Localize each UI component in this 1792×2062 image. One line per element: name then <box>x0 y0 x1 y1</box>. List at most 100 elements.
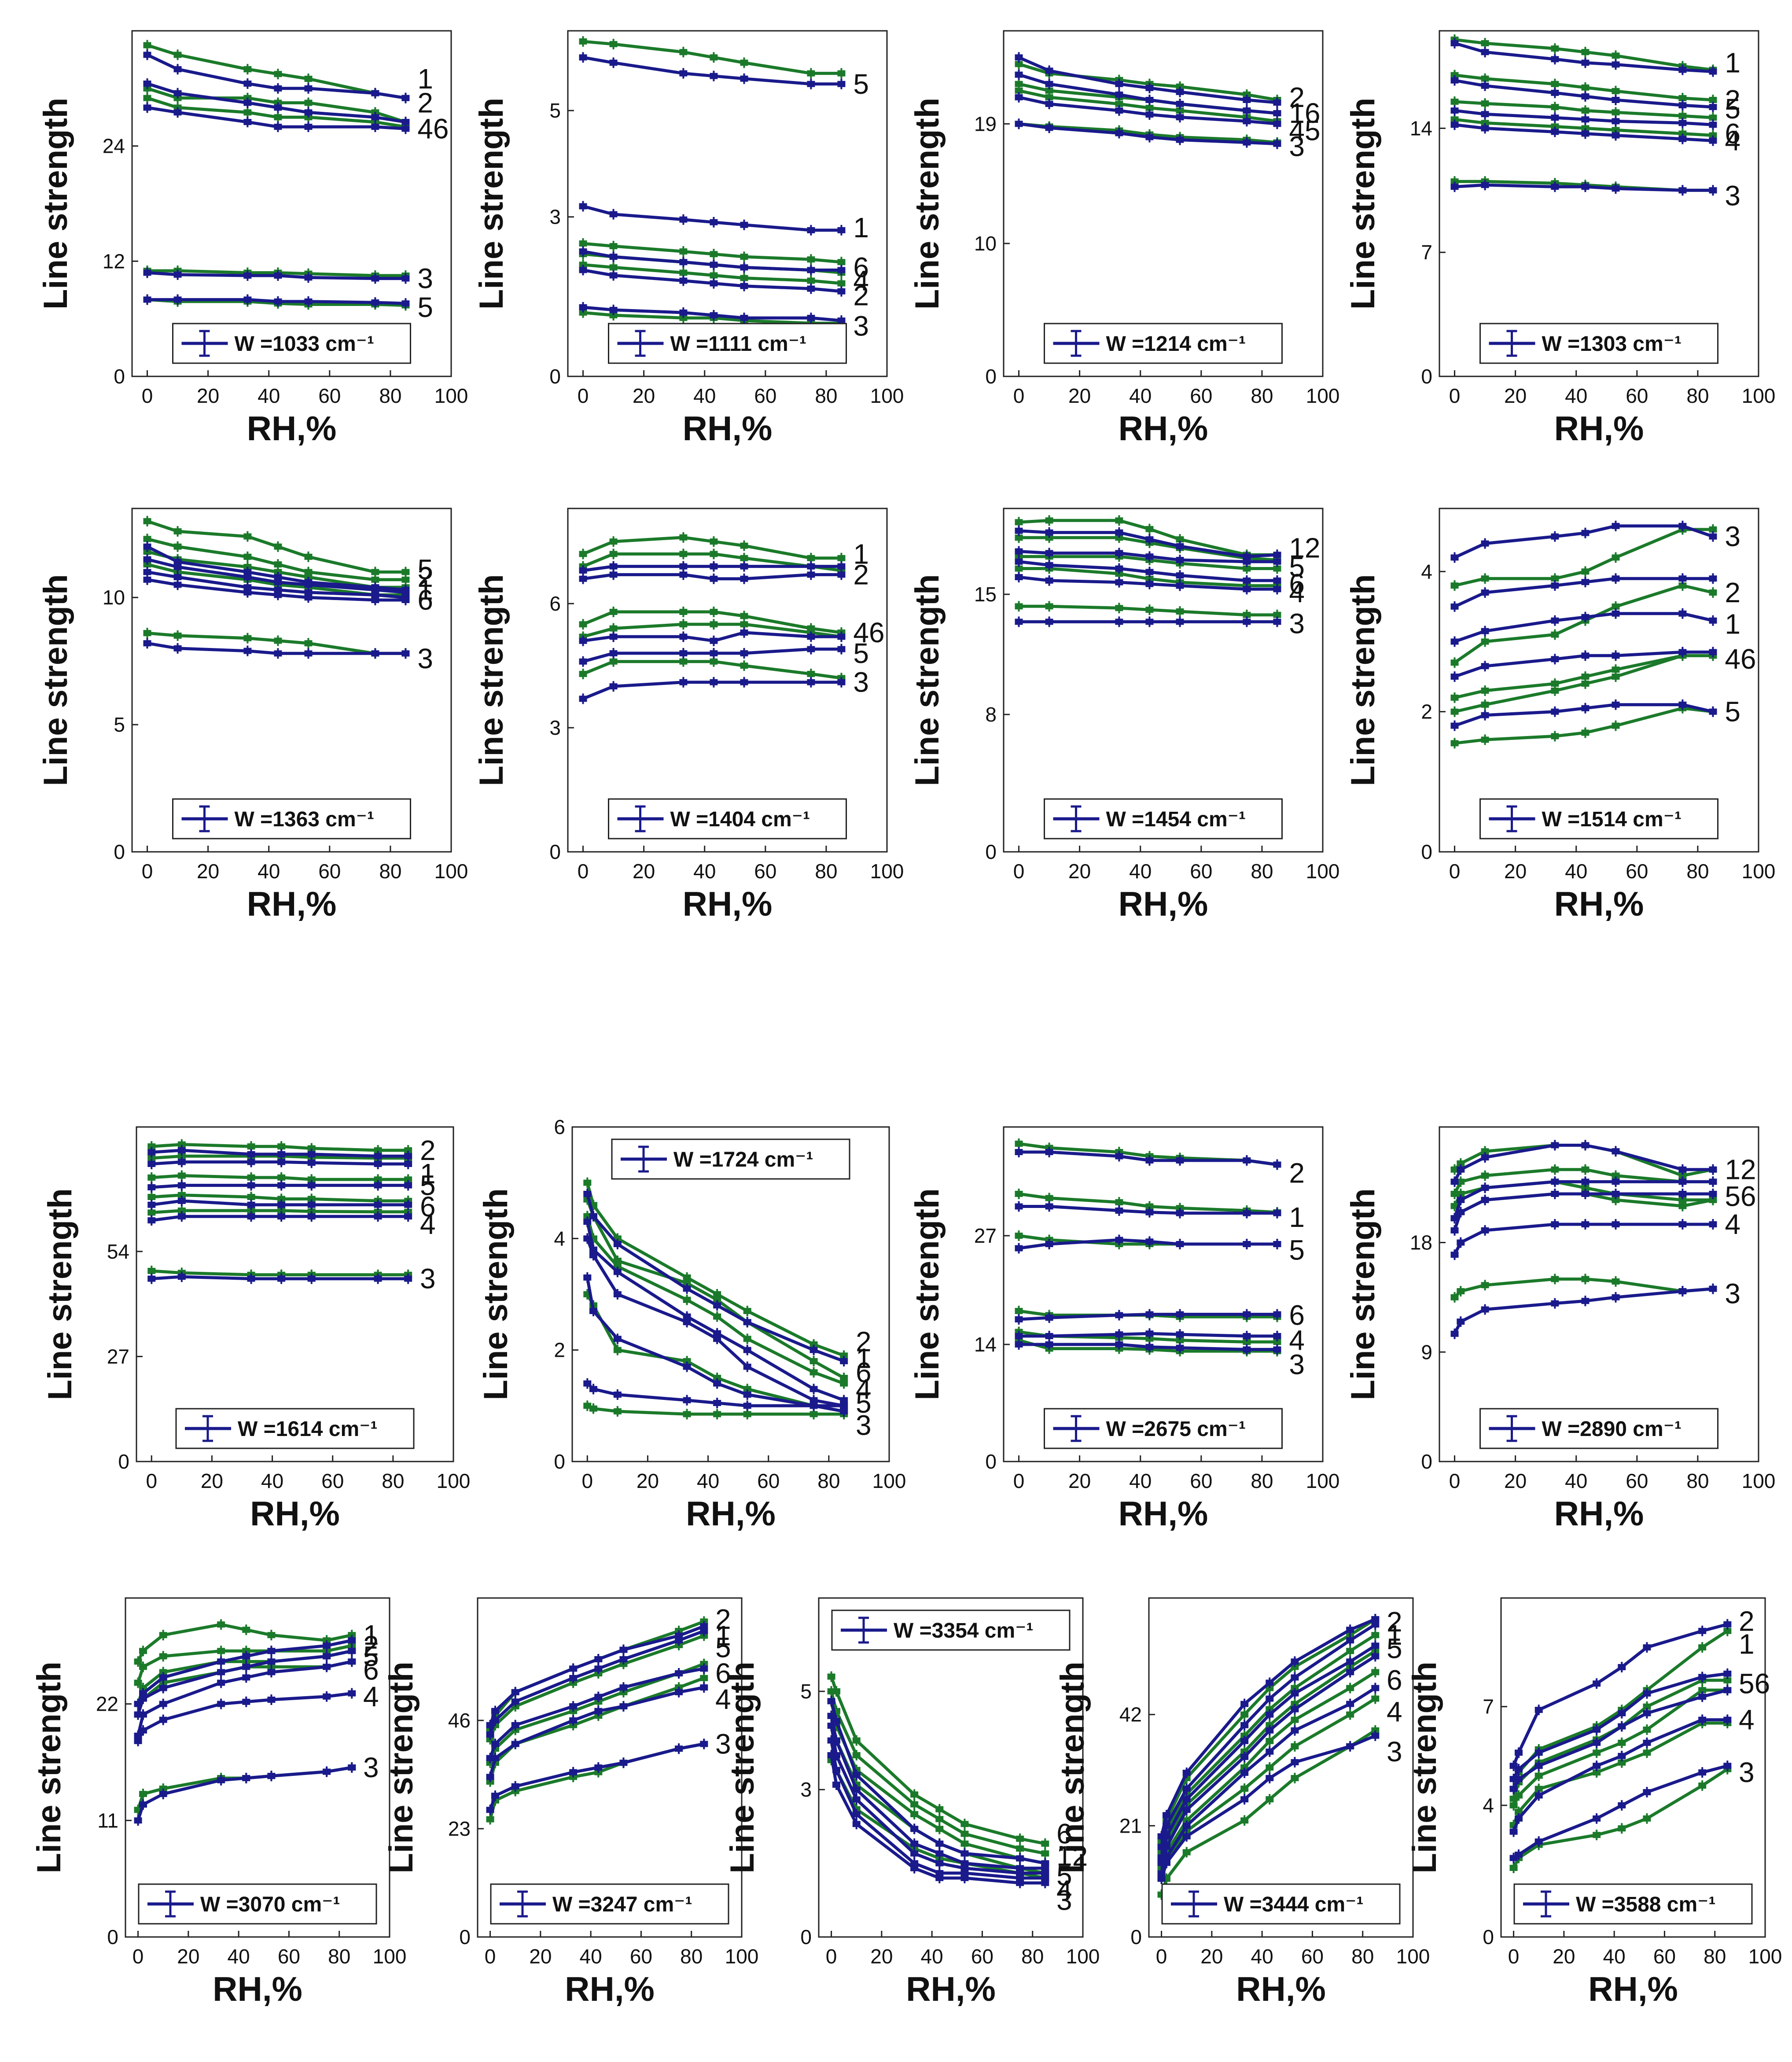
y-tick-label: 12 <box>103 250 125 272</box>
data-point <box>277 1182 286 1189</box>
series-end-label: 2 <box>853 280 869 311</box>
data-point <box>1678 187 1687 194</box>
data-point <box>740 613 748 619</box>
data-point <box>1678 130 1687 137</box>
series-end-label: 16 <box>1289 97 1320 129</box>
data-point <box>1551 89 1559 96</box>
data-point <box>569 1675 578 1681</box>
data-point <box>247 1208 255 1214</box>
data-point <box>143 640 151 647</box>
series-line-green-1 <box>830 1676 1045 1845</box>
legend: W =3444 cm⁻¹ <box>1161 1883 1401 1925</box>
data-point <box>1045 81 1053 87</box>
data-point <box>579 261 587 268</box>
data-point <box>1016 1835 1024 1842</box>
data-point <box>1457 1191 1465 1197</box>
data-point <box>1243 1346 1251 1353</box>
series-end-label: 3 <box>363 1752 379 1783</box>
data-point <box>675 1670 683 1677</box>
series-line-blue-4 <box>830 1740 1045 1880</box>
data-point <box>1709 132 1717 139</box>
legend-label: W =3070 cm⁻¹ <box>200 1893 340 1916</box>
data-point <box>852 1737 861 1744</box>
series-end-label: 1 <box>715 1620 731 1652</box>
data-point <box>743 1319 751 1326</box>
data-point <box>743 1403 751 1409</box>
y-tick-label: 42 <box>1119 1703 1142 1726</box>
legend: W =3070 cm⁻¹ <box>138 1883 377 1925</box>
data-point <box>1450 116 1459 123</box>
data-point <box>511 1689 519 1695</box>
data-point <box>743 1363 751 1370</box>
y-axis-label: Line strength <box>41 1188 79 1400</box>
y-tick-label: 0 <box>1421 365 1432 388</box>
data-point <box>1612 88 1620 94</box>
data-point <box>1346 1743 1354 1749</box>
x-tick-label: 60 <box>754 384 776 407</box>
data-point <box>609 312 618 319</box>
data-point <box>1243 586 1251 593</box>
x-tick-label: 40 <box>693 384 716 407</box>
series-end-label: 2 <box>1739 1605 1755 1637</box>
data-point <box>139 1791 147 1797</box>
series-line-blue-3 <box>830 1725 1045 1875</box>
data-point <box>139 1727 147 1734</box>
data-point <box>827 1698 835 1705</box>
data-point <box>619 1646 628 1653</box>
x-tick-label: 100 <box>434 384 468 407</box>
data-point <box>173 574 182 580</box>
data-point <box>1045 577 1053 584</box>
data-point <box>1145 1344 1154 1350</box>
data-point <box>1723 1716 1732 1723</box>
data-point <box>371 124 379 130</box>
data-point <box>1593 1832 1601 1838</box>
series-end-label: 1 <box>417 574 433 606</box>
data-point <box>1450 184 1459 190</box>
data-point <box>1534 1763 1543 1769</box>
data-point <box>1481 182 1489 188</box>
data-point <box>713 1302 721 1309</box>
data-point <box>374 1213 382 1220</box>
legend-label: W =3444 cm⁻¹ <box>1224 1893 1363 1916</box>
series-line-blue-1 <box>830 1701 1045 1865</box>
data-point <box>1371 1616 1380 1623</box>
y-tick-label: 19 <box>974 112 997 135</box>
x-tick-label: 0 <box>1449 860 1461 883</box>
data-point <box>1273 558 1281 565</box>
data-point <box>1450 1294 1459 1300</box>
data-point <box>827 1688 835 1695</box>
data-point <box>1481 1197 1489 1203</box>
data-point <box>1593 1769 1601 1776</box>
data-point <box>1243 619 1251 625</box>
x-tick-label: 40 <box>1129 1469 1152 1492</box>
data-point <box>1240 1770 1249 1776</box>
data-point <box>579 658 587 665</box>
y-axis-label: Line strength <box>473 98 510 309</box>
data-point <box>1015 558 1023 565</box>
data-point <box>173 296 182 303</box>
data-point <box>1551 1221 1559 1228</box>
data-point <box>1698 1628 1707 1634</box>
data-point <box>1115 130 1123 136</box>
data-point <box>613 1408 622 1414</box>
data-point <box>1291 1716 1299 1723</box>
data-point <box>1145 581 1154 587</box>
legend: W =1724 cm⁻¹ <box>611 1138 850 1180</box>
data-point <box>1273 611 1281 618</box>
data-point <box>1534 1792 1543 1799</box>
x-tick-label: 20 <box>637 1469 659 1492</box>
data-point <box>1176 1344 1184 1351</box>
x-tick-label: 40 <box>1565 384 1587 407</box>
data-point <box>837 70 846 77</box>
x-tick-label: 20 <box>1504 1469 1527 1492</box>
data-point <box>401 650 410 657</box>
data-point <box>713 1336 721 1342</box>
data-point <box>134 1738 142 1744</box>
data-point <box>1291 1701 1299 1707</box>
data-point <box>1698 1674 1707 1680</box>
data-point <box>609 243 618 250</box>
data-point <box>511 1722 519 1728</box>
